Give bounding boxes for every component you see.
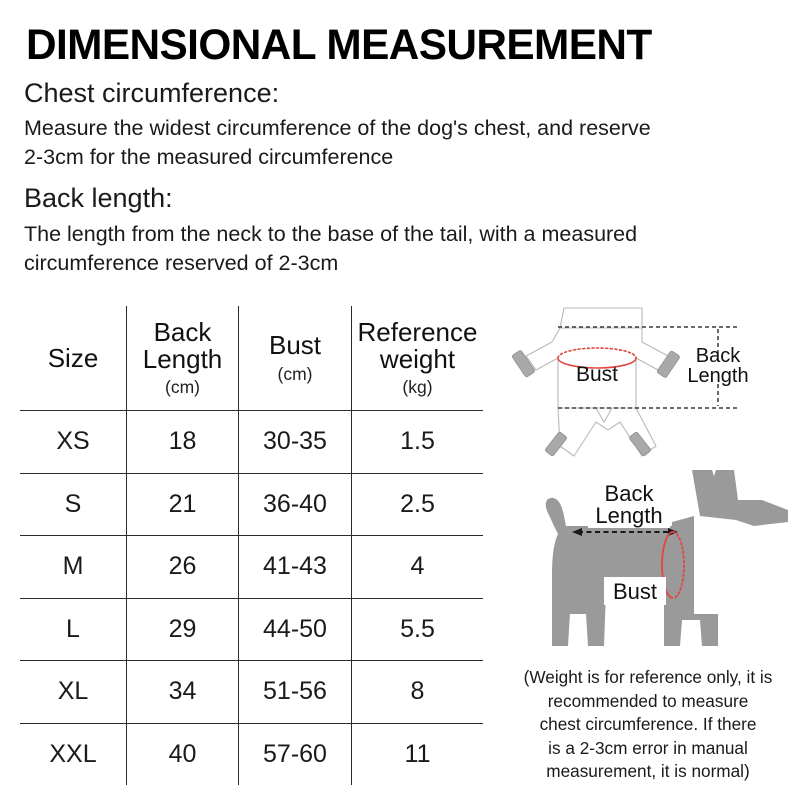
cell-size: L	[20, 598, 127, 661]
column-header-back-length-line2: Length	[142, 343, 223, 374]
column-header-reference-weight-line1: Reference	[357, 317, 478, 348]
dog-bust-label-text: Bust	[613, 579, 657, 604]
cell-bust: 30-35	[238, 410, 352, 474]
cell-back-length: 18	[126, 410, 239, 474]
chest-circumference-heading: Chest circumference:	[24, 78, 280, 108]
footnote-note: (Weight is for reference only, it is rec…	[496, 666, 800, 784]
chest-description-line-1: Measure the widest circumference of the …	[24, 116, 651, 140]
cell-size: S	[20, 473, 127, 536]
cell-bust: 57-60	[238, 723, 352, 785]
cell-weight: 4	[351, 535, 483, 599]
dog-back-length-label-line1: Back	[605, 481, 655, 506]
column-header-bust-unit: (cm)	[277, 363, 313, 384]
table-row: XS 18 30-35 1.5	[20, 410, 483, 474]
cell-back-length: 26	[126, 535, 239, 599]
garment-collar	[559, 307, 643, 329]
cell-back-length: 34	[126, 660, 239, 724]
back-length-heading: Back length:	[24, 183, 173, 213]
garment-cuffs	[511, 350, 680, 457]
table-row: XXL 40 57-60 11	[20, 723, 483, 785]
cell-size: XL	[20, 660, 127, 724]
dog-back-length-label: Back Length	[588, 481, 670, 528]
column-header-size: Size	[20, 306, 127, 411]
cell-back-length: 40	[126, 723, 239, 785]
table-row: S 21 36-40 2.5	[20, 473, 483, 536]
garment-bust-ellipse	[557, 347, 637, 369]
dog-body-silhouette	[545, 497, 718, 646]
table-header-row: Size Back Length (cm) Bust (cm	[20, 306, 483, 411]
garment-diagram-svg: Bust Back Length	[511, 307, 749, 457]
cell-back-length: 29	[126, 598, 239, 661]
cell-weight: 1.5	[351, 410, 483, 474]
footnote-line-3: chest circumference. If there	[539, 714, 757, 734]
cell-bust: 44-50	[238, 598, 352, 661]
footnote-line-5: measurement, it is normal)	[546, 761, 750, 781]
size-chart-table: Size Back Length (cm) Bust (cm	[17, 303, 486, 788]
footnote-line-2: recommended to measure	[547, 690, 749, 711]
garment-back-length-label-line1: Back	[696, 345, 741, 367]
back-length-description: The length from the neck to the base of …	[24, 220, 784, 278]
garment-diagram: Bust Back Length	[496, 296, 800, 472]
cell-bust: 36-40	[238, 473, 352, 536]
table-row: M 26 41-43 4	[20, 535, 483, 599]
dog-bust-ellipse	[661, 531, 685, 599]
footnote-line-1: (Weight is for reference only, it is	[523, 667, 773, 687]
column-header-reference-weight: Reference weight (kg)	[351, 306, 483, 411]
column-header-reference-weight-unit: (kg)	[402, 377, 433, 398]
size-chart-table-wrapper: Size Back Length (cm) Bust (cm	[17, 303, 486, 788]
column-header-bust-label: Bust	[268, 330, 322, 361]
cell-weight: 8	[351, 660, 483, 724]
column-header-back-length-line1: Back	[153, 317, 212, 348]
dog-bust-label: Bust	[604, 577, 666, 605]
dog-diagram: Back Length Bust	[496, 464, 800, 664]
back-description-line-1: The length from the neck to the base of …	[24, 222, 638, 246]
table-row: L 29 44-50 5.5	[20, 598, 483, 661]
cell-bust: 41-43	[238, 535, 352, 599]
cell-weight: 11	[404, 739, 431, 768]
chest-circumference-description: Measure the widest circumference of the …	[24, 114, 784, 172]
cell-weight: 2.5	[351, 473, 483, 536]
cell-back-length: 21	[126, 473, 239, 536]
garment-back-length-label-line2: Length	[687, 365, 748, 387]
cell-size: M	[20, 535, 127, 599]
cell-weight: 5.5	[351, 598, 483, 661]
column-header-reference-weight-line2: weight	[379, 343, 456, 374]
table-row: XL 34 51-56 8	[20, 660, 483, 724]
column-header-back-length: Back Length (cm)	[126, 306, 239, 411]
footnote-line-4: is a 2-3cm error in manual	[548, 737, 748, 758]
page-title: DIMENSIONAL MEASUREMENT	[26, 21, 652, 69]
column-header-size-label: Size	[47, 342, 99, 373]
column-header-back-length-unit: (cm)	[165, 377, 200, 398]
cell-bust: 51-56	[238, 660, 352, 724]
column-header-bust: Bust (cm)	[238, 306, 352, 411]
chest-description-line-2: 2-3cm for the measured circumference	[24, 145, 394, 169]
dog-back-length-label-line2: Length	[595, 503, 662, 528]
cell-size: XXL	[20, 723, 127, 785]
garment-legs	[557, 407, 657, 457]
garment-back-length-guides	[558, 326, 739, 409]
back-description-line-2: circumference reserved of 2-3cm	[24, 251, 339, 275]
cell-size: XS	[20, 410, 127, 474]
dog-diagram-svg: Back Length Bust	[545, 470, 788, 646]
illustrations-panel: Bust Back Length	[496, 296, 800, 784]
garment-bust-label: Bust	[576, 363, 618, 386]
dog-head-silhouette	[692, 470, 788, 526]
